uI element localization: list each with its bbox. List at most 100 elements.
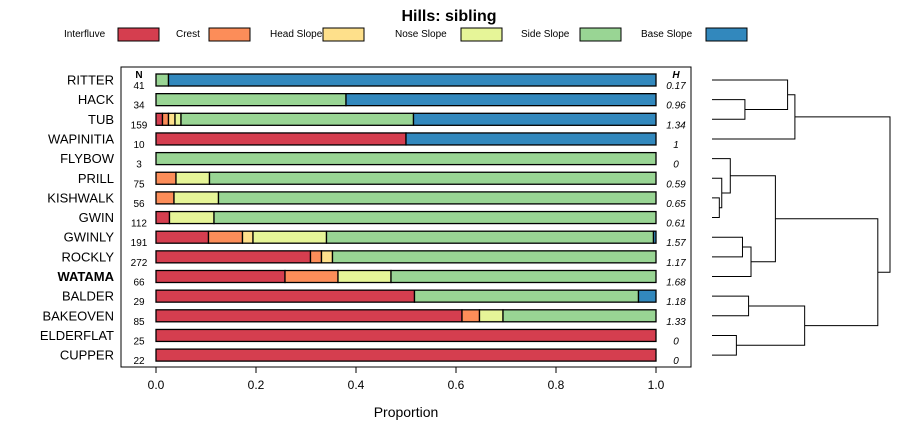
x-tick-label: 0.0	[148, 378, 165, 392]
n-value-gwin: 112	[131, 219, 147, 230]
n-header: N	[135, 70, 142, 81]
bar-segment-gwinly-crest	[207, 230, 244, 244]
h-value-hack: 0.96	[666, 101, 686, 112]
h-value-rockly: 1.17	[666, 258, 686, 269]
row-label-ritter: RITTER	[67, 73, 114, 88]
dendrogram-link-m3	[712, 94, 796, 140]
bar-segment-rockly-crest	[309, 250, 323, 264]
row-label-prill: PRILL	[78, 171, 114, 186]
h-value-ritter: 0.17	[666, 81, 686, 92]
bar-segment-wapinitia-interfluve	[155, 132, 407, 146]
row-label-bakeoven: BAKEOVEN	[42, 308, 114, 323]
dendrogram-link-m14	[794, 116, 891, 273]
legend-swatch-base-slope	[705, 27, 748, 42]
h-value-balder: 1.18	[666, 297, 686, 308]
bar-segment-ritter-side-slope	[155, 73, 170, 87]
h-value-wapinitia: 1	[673, 140, 679, 151]
row-label-cupper: CUPPER	[60, 348, 114, 363]
bar-segment-kishwalk-nose-slope	[173, 191, 220, 205]
h-header: H	[672, 70, 680, 81]
bar-segment-cupper-interfluve	[155, 348, 657, 362]
bar-segment-bakeoven-crest	[461, 309, 481, 323]
n-value-watama: 66	[133, 278, 145, 289]
dendrogram-link-m8	[712, 246, 752, 277]
bar-segment-hack-base-slope	[345, 93, 657, 107]
h-value-gwinly: 1.57	[666, 238, 686, 249]
bar-segment-balder-interfluve	[155, 289, 416, 303]
legend-swatch-side-slope	[579, 27, 622, 42]
bar-segment-kishwalk-crest	[155, 191, 175, 205]
bar-segment-balder-side-slope	[413, 289, 640, 303]
bar-segment-gwinly-side-slope	[325, 230, 655, 244]
row-label-watama: WATAMA	[57, 269, 114, 284]
bar-segment-rockly-interfluve	[155, 250, 312, 264]
legend-label-interfluve: Interfluve	[64, 29, 106, 40]
dendrogram-link-m4	[712, 197, 720, 219]
bar-segment-rockly-head-slope	[320, 250, 334, 264]
row-label-flybow: FLYBOW	[60, 151, 115, 166]
row-label-elderflat: ELDERFLAT	[40, 328, 114, 343]
dendrogram-link-m10	[712, 334, 737, 356]
legend-swatch-interfluve	[117, 27, 160, 42]
bar-segment-gwin-interfluve	[155, 210, 171, 225]
dendrogram-link-m1	[712, 99, 746, 120]
n-value-flybow: 3	[136, 160, 142, 171]
x-axis: 0.0 0.2 0.4 0.6 0.8 1.0	[148, 367, 665, 392]
bar-segment-watama-nose-slope	[337, 269, 392, 284]
bar-segment-tub-base-slope	[412, 112, 657, 126]
bar-segment-tub-head-slope	[167, 112, 176, 126]
x-tick-label: 0.6	[448, 378, 465, 392]
bar-segment-watama-side-slope	[390, 269, 657, 284]
bar-segment-kishwalk-side-slope	[217, 191, 657, 205]
h-value-kishwalk: 0.65	[666, 199, 686, 210]
legend-swatch-crest	[208, 27, 251, 42]
dendrogram-link-m6	[712, 158, 731, 194]
x-tick-label: 0.2	[248, 378, 265, 392]
h-value-tub: 1.34	[666, 120, 686, 131]
row-label-wapinitia: WAPINITIA	[48, 131, 114, 146]
bar-segment-bakeoven-side-slope	[502, 309, 657, 323]
dendrogram-link-m7	[712, 236, 743, 258]
bar-segment-wapinitia-base-slope	[405, 132, 657, 146]
legend-label-crest: Crest	[176, 29, 200, 40]
n-value-gwinly: 191	[131, 238, 148, 249]
bar-segment-tub-nose-slope	[174, 112, 182, 126]
h-value-cupper: 0	[673, 356, 679, 367]
legend-label-nose-slope: Nose Slope	[395, 29, 447, 40]
x-tick-label: 0.4	[348, 378, 365, 392]
row-label-kishwalk: KISHWALK	[47, 190, 114, 205]
row-label-balder: BALDER	[62, 289, 114, 304]
row-label-gwin: GWIN	[79, 210, 114, 225]
bar-segment-balder-base-slope	[637, 289, 657, 303]
legend-swatch-head-slope	[322, 27, 365, 42]
x-axis-title: Proportion	[374, 404, 439, 420]
h-value-gwin: 0.61	[666, 219, 685, 230]
bar-segment-gwin-side-slope	[213, 210, 657, 225]
n-value-prill: 75	[133, 179, 145, 190]
legend-label-base-slope: Base Slope	[641, 29, 693, 40]
bar-segment-bakeoven-nose-slope	[478, 309, 504, 323]
plot-frame	[120, 66, 692, 368]
n-value-rockly: 272	[131, 258, 148, 269]
dendrogram-link-m9	[730, 175, 776, 263]
dendrogram-link-m13	[775, 218, 879, 327]
dendrogram-link-m5	[712, 177, 723, 209]
row-label-gwinly: GWINLY	[64, 230, 115, 245]
bar-segment-prill-nose-slope	[175, 171, 211, 185]
bar-segment-rockly-side-slope	[331, 250, 657, 264]
n-value-balder: 29	[133, 297, 145, 308]
n-value-hack: 34	[133, 101, 145, 112]
bar-segment-gwin-nose-slope	[168, 210, 215, 225]
h-value-prill: 0.59	[666, 179, 686, 190]
n-value-ritter: 41	[133, 81, 145, 92]
h-value-elderflat: 0	[673, 336, 679, 347]
h-value-bakeoven: 1.33	[666, 317, 686, 328]
row-label-hack: HACK	[78, 92, 114, 107]
bar-segment-ritter-base-slope	[167, 73, 657, 87]
legend: Interfluve Crest Head Slope Nose Slope Side …	[64, 27, 748, 42]
bar-segment-gwinly-nose-slope	[252, 230, 328, 244]
chart-title: Hills: sibling	[401, 8, 496, 25]
n-value-kishwalk: 56	[133, 199, 145, 210]
row-label-tub: TUB	[88, 112, 114, 127]
